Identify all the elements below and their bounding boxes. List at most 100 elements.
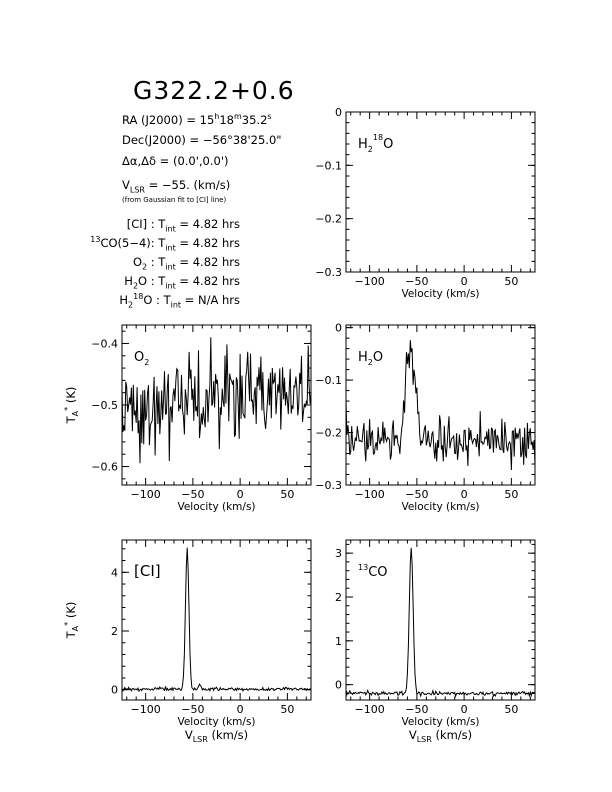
integration-line: 13CO(5−4): Tint = 4.82 hrs [90, 235, 240, 252]
x-tick-label: −50 [405, 703, 428, 716]
x-axis-label: Velocity (km/s) [401, 716, 479, 728]
species-isotope: 18 [133, 292, 144, 302]
x-tick-label: 50 [504, 488, 518, 501]
tint-value: 4.82 hrs [192, 236, 240, 250]
tint-eq: = [175, 236, 193, 250]
y-tick-label: 2 [335, 591, 342, 604]
tint-eq: = [175, 274, 193, 288]
separator: : [147, 274, 159, 288]
x-tick-label: −100 [131, 703, 161, 716]
integration-line: H218O : Tint = N/A hrs [119, 292, 240, 310]
species-prefix: H [124, 274, 133, 288]
spectrum-line [121, 547, 312, 693]
tint-eq: = [175, 217, 193, 231]
plot-frame [345, 111, 536, 273]
species-label: 13CO [358, 563, 388, 580]
spectrum-line [345, 547, 536, 698]
plot-frame [345, 539, 536, 701]
ra-minutes: 18 [219, 113, 234, 127]
tint-sub: int [165, 281, 176, 291]
tint-sub: int [165, 262, 176, 272]
x-tick-label: 50 [504, 703, 518, 716]
x-tick-label: 50 [504, 275, 518, 288]
fit-note: (from Gaussian fit to [CI] line) [122, 196, 227, 204]
y-axis-label: TA* (K) [63, 387, 80, 425]
vlsr-line: VLSR = −55. (km/s) [122, 178, 230, 195]
species-subscript: 2 [142, 262, 148, 272]
spectrum-panel-h218o: −100 −50 0 50 0 −0.1 −0.2 −0.3 Velocity (km/s) H2… [315, 106, 536, 300]
x-tick-label: −100 [355, 703, 385, 716]
x-tick-label: −100 [355, 275, 385, 288]
tint-value: 4.82 hrs [192, 274, 240, 288]
spectrum-panel-ci: −100 −50 0 50 0 2 4 Velocity (km/s)VLSR (km/s) T… [63, 539, 312, 744]
x-tick-label: 50 [280, 703, 294, 716]
plot-frame [121, 324, 312, 486]
y-tick-label: −0.3 [315, 479, 342, 492]
tint-eq: = [175, 255, 193, 269]
x-axis-label: Velocity (km/s) [401, 501, 479, 513]
x-tick-label: 0 [237, 488, 244, 501]
x-axis-label-vlsr: VLSR (km/s) [409, 728, 472, 744]
x-tick-label: −50 [405, 275, 428, 288]
offset-line: Δα,Δδ = (0.0',0.0') [122, 155, 228, 168]
spectrum-line [121, 337, 312, 464]
x-tick-label: −50 [181, 488, 204, 501]
x-tick-label: −50 [181, 703, 204, 716]
x-axis-label: Velocity (km/s) [401, 288, 479, 300]
vlsr-prefix: V [122, 178, 130, 192]
spectrum-panel-o2: −100 −50 0 50 −0.4 −0.5 −0.6 Velocity (km/s) TA*… [63, 324, 312, 513]
ra-hours: 15 [199, 113, 215, 127]
spectrum-panel-13co: −100 −50 0 50 0 1 2 3 Velocity (km/s)VLSR (km/s)… [335, 539, 536, 744]
y-tick-label: −0.2 [315, 427, 342, 440]
species-name: [CI] [126, 217, 148, 231]
y-tick-label: −0.2 [315, 213, 342, 226]
x-tick-label: 50 [280, 488, 294, 501]
y-tick-label: 0 [335, 322, 342, 335]
species-isotope: 13 [90, 235, 101, 245]
tint-label: T [158, 236, 166, 250]
y-tick-label: 0 [111, 684, 118, 697]
species-prefix: H [119, 293, 129, 307]
y-tick-label: −0.1 [315, 159, 342, 172]
tint-label: T [158, 274, 166, 288]
species-label: H218O [358, 133, 393, 154]
tint-value: 4.82 hrs [192, 217, 240, 231]
integration-line: [CI] : Tint = 4.82 hrs [126, 217, 240, 234]
integration-line: H2O : Tint = 4.82 hrs [124, 274, 240, 291]
source-title: G322.2+0.6 [133, 76, 295, 105]
species-prefix: O [132, 255, 143, 269]
x-tick-label: 0 [237, 703, 244, 716]
x-tick-label: 0 [461, 275, 468, 288]
x-axis-label: Velocity (km/s) [177, 716, 255, 728]
ra-seconds: 35.2 [241, 113, 268, 127]
ra-line: RA (J2000) = 15h18m35.2s [122, 112, 272, 127]
plot-frame [121, 539, 312, 701]
tint-label: T [158, 255, 166, 269]
tint-sub: int [165, 224, 176, 234]
ra-label: RA (J2000) = [122, 113, 200, 127]
y-tick-label: 2 [111, 625, 118, 638]
separator: : [150, 236, 159, 250]
separator: : [147, 255, 159, 269]
tint-value: N/A hrs [197, 293, 240, 307]
vlsr-sub: LSR [129, 185, 145, 195]
tint-label: T [163, 293, 171, 307]
spectrum-line [345, 340, 536, 471]
dec-line: Dec(J2000) = −56°38'25.0" [122, 134, 282, 147]
tint-label: T [158, 217, 166, 231]
tint-eq: = [181, 293, 198, 307]
species-name: CO(5−4) [100, 236, 151, 250]
y-tick-label: −0.6 [91, 461, 118, 474]
integration-line: O2 : Tint = 4.82 hrs [132, 255, 240, 272]
separator: : [147, 217, 159, 231]
x-tick-label: 0 [461, 703, 468, 716]
species-label: H2O [358, 350, 383, 367]
y-tick-label: 1 [335, 635, 342, 648]
tint-sub: int [170, 300, 182, 310]
spectrum-panel-h2o: −100 −50 0 50 0 −0.1 −0.2 −0.3 Velocity (km/s) H2… [315, 322, 536, 513]
species-subscript: 2 [132, 281, 139, 291]
plot-frame [345, 324, 536, 486]
species-subscript: 2 [128, 300, 134, 310]
x-axis-label-vlsr: VLSR (km/s) [185, 728, 248, 744]
